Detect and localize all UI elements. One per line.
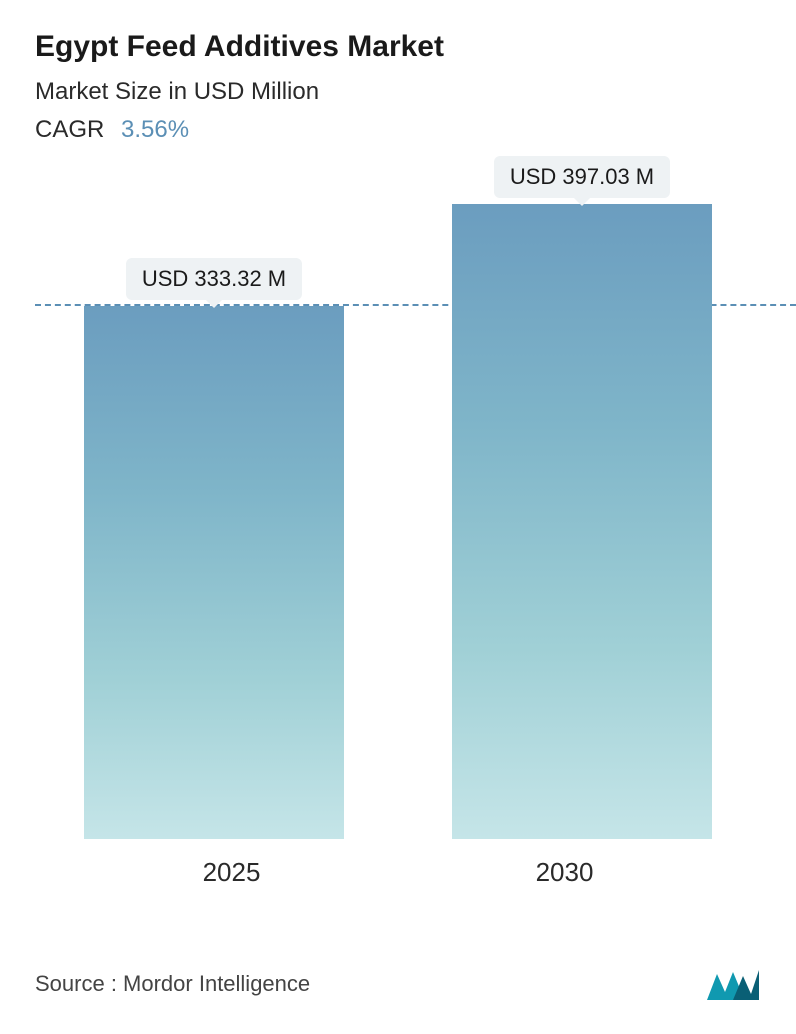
bar-column-2030: USD 397.03 M	[452, 156, 712, 839]
chart-container: Egypt Feed Additives Market Market Size …	[0, 0, 796, 1034]
source-text: Source : Mordor Intelligence	[35, 971, 310, 997]
x-label: 2030	[438, 857, 691, 888]
bar-2030	[452, 204, 712, 839]
x-label: 2025	[105, 857, 358, 888]
bar-column-2025: USD 333.32 M	[84, 258, 344, 839]
value-badge: USD 333.32 M	[126, 258, 302, 300]
cagr-label: CAGR	[35, 116, 104, 143]
chart-subtitle: Market Size in USD Million	[35, 78, 761, 106]
chart-title: Egypt Feed Additives Market	[35, 30, 761, 64]
bars-wrap: USD 333.32 M USD 397.03 M	[70, 199, 726, 839]
cagr-row: CAGR 3.56%	[35, 116, 761, 144]
mordor-logo-icon	[705, 964, 761, 1004]
bar-2025	[84, 306, 344, 839]
x-axis-labels: 2025 2030	[70, 857, 726, 888]
value-badge: USD 397.03 M	[494, 156, 670, 198]
cagr-value: 3.56%	[121, 116, 189, 143]
footer: Source : Mordor Intelligence	[35, 964, 761, 1014]
chart-area: USD 333.32 M USD 397.03 M 2025 2030	[35, 199, 761, 934]
